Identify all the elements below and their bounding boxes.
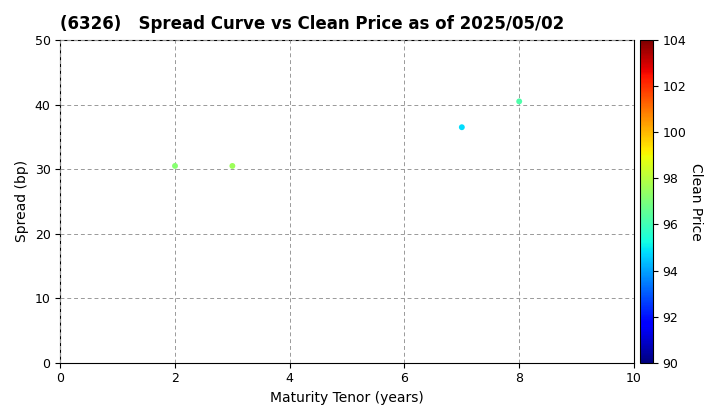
Point <box>227 163 238 169</box>
Text: (6326)   Spread Curve vs Clean Price as of 2025/05/02: (6326) Spread Curve vs Clean Price as of… <box>60 15 564 33</box>
Y-axis label: Spread (bp): Spread (bp) <box>15 160 29 242</box>
Point <box>169 163 181 169</box>
Point <box>456 124 467 131</box>
Point <box>513 98 525 105</box>
X-axis label: Maturity Tenor (years): Maturity Tenor (years) <box>270 391 424 405</box>
Y-axis label: Clean Price: Clean Price <box>689 163 703 240</box>
